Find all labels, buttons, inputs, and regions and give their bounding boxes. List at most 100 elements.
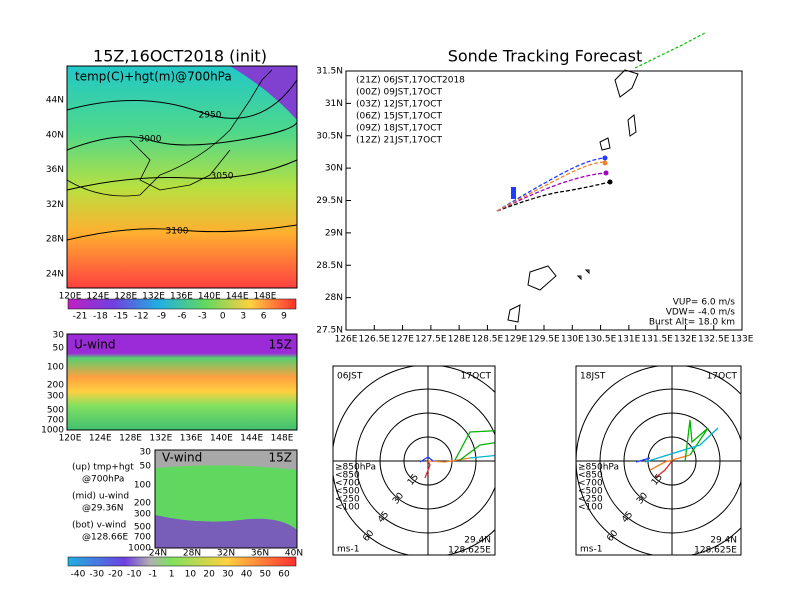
hodo-lon: 128.625E [694,546,737,556]
lon-label: 130.5E [585,335,617,345]
level-label: 50 [53,344,65,354]
level-label: 200 [47,381,64,391]
lat-label: 27.5N [316,326,343,336]
level-legend: <850 [335,471,360,481]
lat-label: 31N [325,99,343,109]
lon-label: 144E [226,292,249,302]
lon-label: 126E [335,335,358,345]
level-label: 1000 [128,544,151,554]
level-label: 500 [134,523,151,533]
level-legend: <100 [578,503,603,513]
hodograph-trace [635,419,719,479]
lon-label: 128.5E [472,335,504,345]
lon-label: 120E [59,292,82,302]
colorbar-label: -6 [178,312,187,322]
lat-label: 40N [46,130,64,140]
trajectories [496,157,611,212]
trace [424,460,431,479]
lat-label: 28N [46,235,64,245]
lon-label: 131.5E [641,335,673,345]
lon-label: 136E [180,434,203,444]
colorbar-label: 6 [261,312,267,322]
legend-entry: (03Z) 12JST,17OCT [356,100,442,110]
colorbar-label: -20 [108,570,123,580]
lon-label: 127E [391,335,414,345]
level-legend: <500 [335,487,360,497]
note: @700hPa [82,475,124,485]
colorbar-label: -10 [127,570,142,580]
u-wind-label: U-wind [74,338,115,352]
hodograph-rings [333,366,495,555]
level-label: 200 [134,499,151,509]
note: (up) tmp+hgt [72,463,134,473]
hodo-unit: ms-1 [580,545,602,555]
hodo-lat: 29.4N [464,536,491,546]
legend-entry: (06Z) 15JST,17OCT [356,112,442,122]
lon-label: 124E [89,434,112,444]
lat-label: 36N [251,549,269,559]
trace [635,457,651,463]
lon-label: 129E [504,335,527,345]
lon-label: 128E [114,292,137,302]
level-legend: <700 [578,479,603,489]
colorbar-label: 3 [240,312,246,322]
lon-label: 126.5E [359,335,391,345]
trace [649,454,691,471]
hodo-date: 17OCT [707,372,738,382]
colorbar-label: -40 [71,570,86,580]
level-legend: ≥850hPa [335,463,376,473]
lon-label: 124E [86,292,109,302]
lat-label: 24N [149,549,167,559]
colorbar [67,298,297,310]
lat-label: 30.5N [316,131,343,141]
legend-entry: (00Z) 09JST,17OCT [356,88,442,98]
colorbar-label: -3 [198,312,207,322]
note: (mid) u-wind [72,492,129,502]
colorbar-label: -18 [93,312,108,322]
hodo-date: 17OCT [461,372,492,382]
hodograph-frame [575,365,742,556]
colorbar-label: 50 [260,570,272,580]
outer-track [634,32,706,69]
level-legend: <500 [578,487,603,497]
level-legend: <250 [578,495,603,505]
lon-label: 129.5E [528,335,560,345]
lon-label: 133E [731,335,754,345]
note: @29.36N [82,504,124,514]
coastline [507,69,639,323]
map-subtitle: temp(C)+hgt(m)@700hPa [75,70,232,84]
lon-label: 148E [271,434,294,444]
lat-label: 40N [285,549,303,559]
level-label: 300 [134,510,151,520]
lon-label: 127.5E [415,335,447,345]
contour-label: 3100 [166,227,189,237]
lon-label: 132E [142,292,165,302]
ring-label: 45 [620,510,635,525]
level-label: 100 [47,363,64,373]
lat-label: 36N [46,165,64,175]
colorbar-label: -21 [73,312,88,322]
hodo-time: 18JST [580,372,606,382]
legend-entry: (21Z) 06JST,17OCT2018 [356,76,465,86]
v-wind-frame [154,449,298,549]
lat-label: 30N [325,164,343,174]
lon-label: 140E [210,434,233,444]
trace [469,454,495,459]
colorbar-label: -15 [113,312,128,322]
note: @128.66E [82,533,128,543]
level-label: 50 [140,462,152,472]
trace [654,460,673,479]
legend-entry: (12Z) 21JST,17OCT [356,136,442,146]
u-wind-time: 15Z [269,338,293,352]
legend-entry: (09Z) 18JST,17OCT [356,124,442,134]
colorbar [67,556,297,567]
lat-label: 28N [183,549,201,559]
map-title: 15Z,16OCT2018 (init) [93,47,267,66]
colorbar-label: 1 [169,570,175,580]
colorbar-label: 20 [203,570,215,580]
lon-label: 128E [448,335,471,345]
lon-label: 131E [617,335,640,345]
u-wind-frame [66,333,298,431]
lat-label: 24N [46,270,64,280]
